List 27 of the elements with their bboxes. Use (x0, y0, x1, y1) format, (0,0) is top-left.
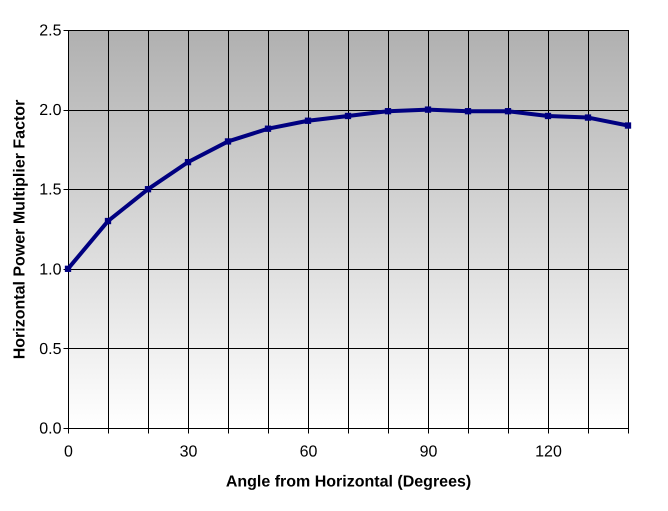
x-tick-label: 30 (180, 444, 198, 460)
y-tick-label: 0.0 (39, 420, 62, 438)
point (144, 186, 152, 192)
point (384, 108, 392, 114)
point (624, 122, 632, 129)
y-tick-label: 2.5 (39, 22, 62, 40)
point (224, 138, 232, 145)
point (344, 112, 352, 120)
point (584, 114, 592, 121)
y-tick-label: 0.5 (39, 340, 62, 358)
point (104, 218, 112, 224)
point (184, 158, 192, 166)
x-tick-label: 60 (300, 444, 318, 460)
y-tick-label: 1.0 (39, 261, 62, 278)
point (504, 108, 512, 114)
x-tick-label: 120 (535, 444, 562, 460)
point (304, 118, 312, 124)
point (544, 112, 552, 120)
x-tick-label: 0 (64, 444, 74, 460)
point (424, 106, 432, 113)
point (464, 108, 472, 114)
x-axis-title: Angle from Horizontal (Degrees) (226, 474, 472, 490)
y-axis-title: Horizontal Power Multiplier Factor (11, 100, 28, 360)
y-tick-label: 1.5 (39, 182, 62, 199)
point (264, 126, 272, 132)
y-tick-label: 2.0 (39, 102, 62, 120)
x-tick-label: 90 (420, 444, 438, 460)
